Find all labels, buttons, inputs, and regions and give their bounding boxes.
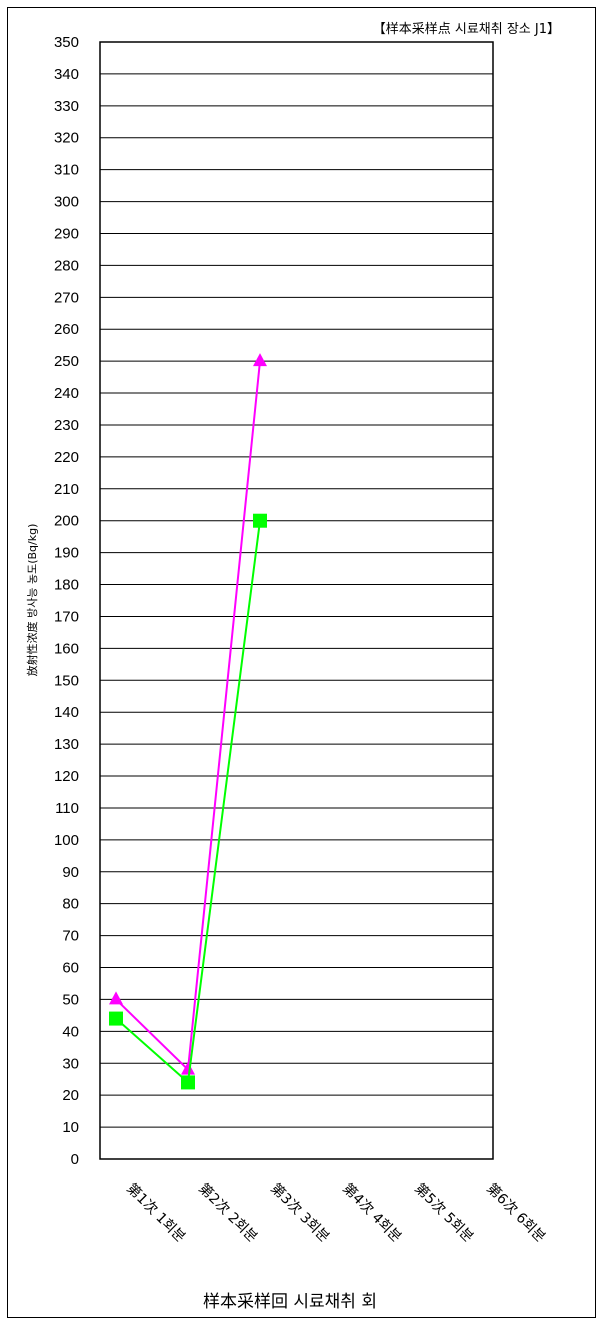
y-tick-label: 80 bbox=[62, 896, 79, 913]
y-tick-label: 70 bbox=[62, 928, 79, 945]
data-point-triangle bbox=[109, 991, 123, 1005]
y-tick-label: 50 bbox=[62, 991, 79, 1008]
y-tick-label: 60 bbox=[62, 960, 79, 977]
data-point-square bbox=[253, 513, 267, 528]
chart-frame bbox=[7, 7, 596, 1318]
y-tick-label: 120 bbox=[54, 768, 79, 785]
data-point-triangle bbox=[253, 353, 267, 367]
data-point-triangle bbox=[181, 1061, 195, 1075]
y-tick-label: 110 bbox=[55, 800, 79, 817]
x-tick-labels: 第1次 1회분 第2次 2회분 第3次 3회분 第4次 4회분 第5次 5회분 第6次 6… bbox=[123, 1180, 549, 1246]
x-tick-label: 第2次 2회분 bbox=[195, 1180, 261, 1246]
y-tick-label: 210 bbox=[54, 481, 79, 498]
y-tick-label: 240 bbox=[54, 385, 79, 402]
series-line bbox=[115, 361, 261, 1072]
y-tick-label: 10 bbox=[62, 1119, 79, 1136]
x-tick-label: 第3次 3회분 bbox=[267, 1180, 333, 1246]
y-tick-label: 320 bbox=[54, 130, 79, 147]
data-point-square bbox=[181, 1075, 195, 1090]
y-tick-label: 260 bbox=[54, 321, 79, 338]
x-tick-label: 第5次 5회분 bbox=[411, 1180, 477, 1246]
y-axis-label: 放射性浓度 방사능 농도(Bq/kg) bbox=[25, 524, 39, 677]
y-tick-label: 200 bbox=[54, 513, 79, 530]
y-tick-label: 0 bbox=[71, 1151, 79, 1168]
y-tick-label: 160 bbox=[54, 640, 79, 657]
plot-area-border bbox=[99, 41, 494, 1160]
y-tick-label: 140 bbox=[54, 704, 79, 721]
y-tick-label: 130 bbox=[54, 736, 79, 753]
y-tick-label: 100 bbox=[54, 832, 79, 849]
y-tick-label: 340 bbox=[54, 66, 79, 83]
chart-title: 【样本采样点 시료채취 장소 J1】 bbox=[373, 22, 560, 37]
y-tick-label: 20 bbox=[62, 1087, 79, 1104]
y-tick-labels: 0 10 20 30 40 50 60 70 80 90 100 110 120 130 140 150 160… bbox=[54, 34, 79, 1168]
x-axis-label: 样本采样回 시료채취 회 bbox=[203, 1292, 377, 1312]
y-tick-label: 230 bbox=[54, 417, 79, 434]
y-tick-label: 30 bbox=[62, 1055, 79, 1072]
series-layer bbox=[109, 353, 267, 1090]
y-tick-label: 170 bbox=[54, 608, 79, 625]
y-tick-label: 220 bbox=[54, 449, 79, 466]
y-tick-label: 90 bbox=[62, 864, 79, 881]
y-tick-label: 300 bbox=[54, 194, 79, 211]
data-point-square bbox=[109, 1011, 123, 1026]
y-tick-label: 180 bbox=[54, 577, 79, 594]
x-tick-label: 第6次 6회분 bbox=[483, 1180, 549, 1246]
y-tick-label: 40 bbox=[62, 1023, 79, 1040]
y-tick-label: 190 bbox=[54, 545, 79, 562]
y-tick-label: 150 bbox=[54, 672, 79, 689]
series-line bbox=[115, 520, 261, 1085]
y-tick-label: 290 bbox=[54, 225, 79, 242]
y-tick-label: 350 bbox=[54, 34, 79, 51]
x-tick-label: 第4次 4회분 bbox=[339, 1180, 405, 1246]
y-tick-label: 310 bbox=[54, 162, 79, 179]
x-tick-label: 第1次 1회분 bbox=[123, 1180, 189, 1246]
y-tick-label: 250 bbox=[54, 353, 79, 370]
grid-layer bbox=[100, 73, 493, 1128]
y-tick-label: 280 bbox=[54, 257, 79, 274]
y-tick-label: 270 bbox=[54, 289, 79, 306]
y-tick-label: 330 bbox=[54, 98, 79, 115]
